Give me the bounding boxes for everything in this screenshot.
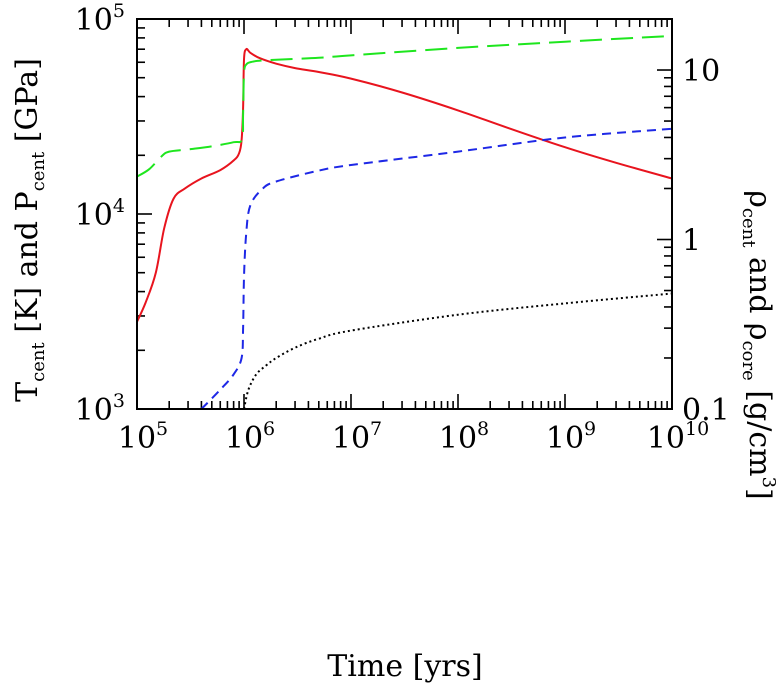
x-tick-label-2: 107 [332,418,382,456]
axis-ticks [136,18,673,410]
x-axis-label: Time [yrs] [327,649,482,684]
x-tick-label-5: 1010 [647,418,709,456]
x-tick-label-1: 106 [225,418,275,456]
series-line-2 [200,127,673,410]
x-tick-label-3: 108 [439,418,489,456]
x-tick-label-0: 105 [118,418,168,456]
series-line-1 [136,34,673,178]
tick-labels: 105 106 107 108 109 1010 103 104 105 0.1 1 10 [75,0,730,456]
y-tick-label-2: 105 [75,0,125,38]
series-line-0 [136,47,673,323]
right-y-axis-label: ρcent and ρcore [g/cm3] [738,190,779,500]
series-layer [136,34,673,410]
y2-tick-label-1: 1 [682,224,701,259]
y2-tick-label-2: 10 [682,54,720,89]
plot-frame [136,18,673,410]
left-y-axis-label: Tcent [K] and Pcent [GPa] [10,58,49,402]
x-tick-label-4: 109 [546,418,596,456]
y-tick-label-0: 103 [75,390,125,428]
series-line-3 [243,292,673,410]
y2-tick-label-0: 0.1 [682,393,730,428]
y-tick-label-1: 104 [75,195,125,233]
